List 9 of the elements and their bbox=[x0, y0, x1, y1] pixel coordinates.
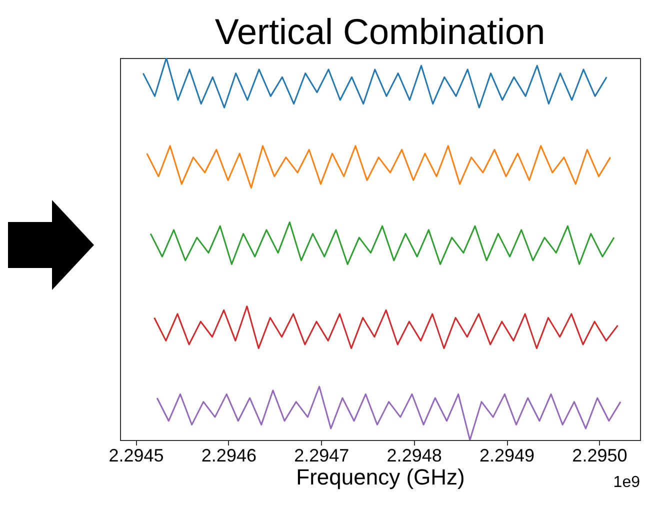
x-tick-label: 2.2947 bbox=[294, 446, 350, 466]
x-tick-label: 2.2945 bbox=[108, 446, 164, 466]
text: 1e9 bbox=[613, 474, 640, 492]
chart-title: Vertical Combination bbox=[214, 11, 546, 52]
x-axis-title: Frequency (GHz) bbox=[296, 464, 465, 490]
x-tick-label: 2.2949 bbox=[479, 446, 535, 466]
x-tick-label: 2.2948 bbox=[386, 446, 442, 466]
x-tick-label: 2.2946 bbox=[201, 446, 256, 466]
x-tick-label: 2.2950 bbox=[572, 446, 628, 466]
